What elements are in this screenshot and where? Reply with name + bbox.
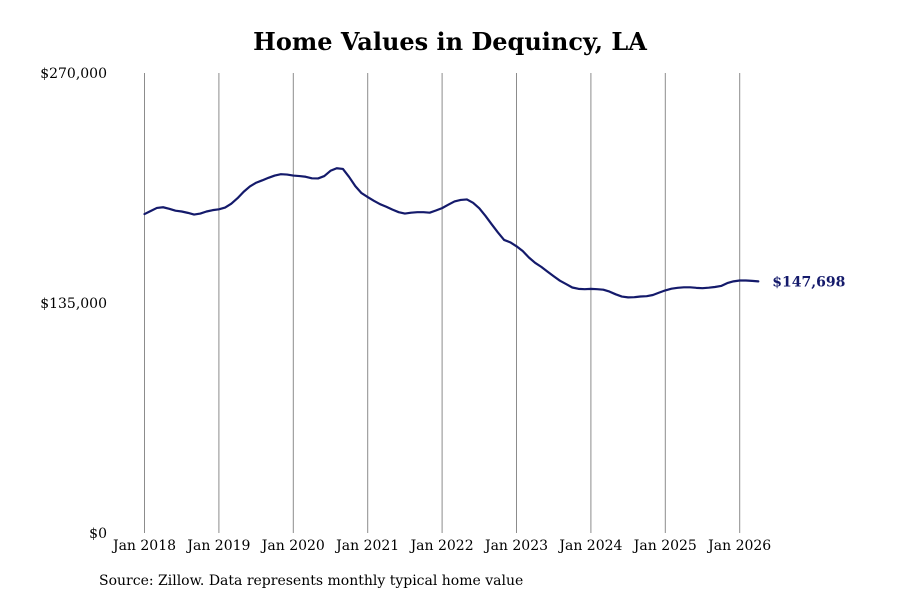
x-tick-label: Jan 2023 — [483, 538, 548, 554]
x-tick-label: Jan 2020 — [260, 538, 325, 554]
x-tick-label: Jan 2018 — [111, 538, 176, 554]
y-tick-label: $270,000 — [40, 66, 107, 82]
x-tick-label: Jan 2024 — [557, 538, 622, 554]
source-note: Source: Zillow. Data represents monthly … — [99, 573, 524, 589]
y-axis-ticks: $270,000 $135,000 $0 — [40, 66, 107, 542]
x-tick-label: Jan 2025 — [632, 538, 697, 554]
chart-title: Home Values in Dequincy, LA — [253, 27, 647, 56]
end-label-group: $147,698 — [772, 274, 845, 290]
end-value-label: $147,698 — [772, 274, 845, 290]
x-tick-label: Jan 2019 — [185, 538, 250, 554]
x-tick-label: Jan 2022 — [409, 538, 474, 554]
x-tick-label: Jan 2026 — [706, 538, 771, 554]
series-group — [143, 167, 760, 299]
series-line — [143, 167, 760, 299]
x-tick-label: Jan 2021 — [334, 538, 399, 554]
y-tick-label: $135,000 — [40, 296, 107, 312]
x-axis-ticks: Jan 2018 Jan 2019 Jan 2020 Jan 2021 Jan 2022… — [111, 538, 771, 554]
gridlines — [144, 73, 741, 533]
y-tick-label: $0 — [89, 526, 107, 542]
